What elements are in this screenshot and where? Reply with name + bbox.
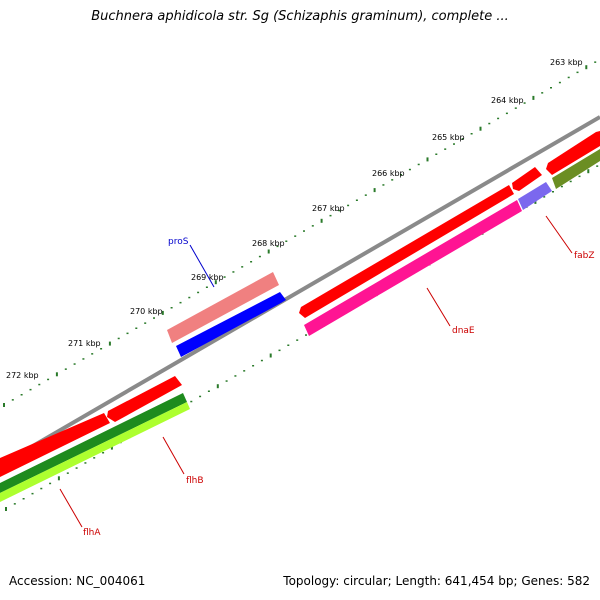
map-title: Buchnera aphidicola str. Sg (Schizaphis …	[91, 9, 509, 24]
tick-label-268: 268 kbp	[252, 239, 285, 248]
gene-arrow-blue[interactable]	[176, 292, 286, 357]
flhb-leader	[162, 436, 185, 475]
tick-label-266: 266 kbp	[372, 169, 405, 178]
tick-label-264: 264 kbp	[491, 96, 524, 105]
gene-block-salmon[interactable]	[167, 272, 279, 343]
gene-arrow-red-1[interactable]	[546, 131, 600, 175]
tick-label-272: 272 kbp	[6, 371, 39, 380]
gene-arrow-red-2[interactable]	[512, 167, 542, 191]
tick-labels: 263 kbp 264 kbp 265 kbp 266 kbp 267 kbp …	[6, 58, 583, 380]
gene-label-flha[interactable]: flhA	[83, 528, 101, 538]
gene-block-magenta-dnae[interactable]	[304, 200, 522, 336]
tick-label-265: 265 kbp	[432, 133, 465, 142]
tick-label-270: 270 kbp	[130, 307, 163, 316]
fabz-leader	[545, 215, 573, 254]
tick-label-271: 271 kbp	[68, 339, 101, 348]
tick-label-267: 267 kbp	[312, 204, 345, 213]
topology-summary: Topology: circular; Length: 641,454 bp; …	[283, 574, 590, 588]
gene-labels: fabZ dnaE proS flhB flhA	[83, 237, 595, 538]
gene-features	[0, 131, 600, 502]
gene-block-yellowgreen-flha[interactable]	[0, 402, 190, 502]
label-leaders	[59, 215, 573, 528]
genome-backbone	[0, 115, 600, 467]
gene-block-red-4[interactable]	[0, 413, 110, 477]
dnae-leader	[426, 287, 451, 327]
accession-text: Accession: NC_004061	[9, 574, 146, 588]
gene-block-olive[interactable]	[552, 149, 600, 189]
tick-label-263: 263 kbp	[550, 58, 583, 67]
gene-label-flhb[interactable]: flhB	[186, 476, 204, 486]
gene-arrow-red-dnae[interactable]	[299, 185, 514, 318]
gene-block-purple[interactable]	[518, 182, 552, 210]
tick-label-269: 269 kbp	[191, 273, 224, 282]
gene-arrow-red-3[interactable]	[107, 376, 182, 422]
gene-label-dnae[interactable]: dnaE	[452, 326, 475, 336]
gene-block-green-flhb[interactable]	[0, 393, 187, 493]
pros-leader	[189, 244, 215, 288]
flha-leader	[59, 488, 83, 528]
gene-label-pros[interactable]: proS	[168, 237, 189, 247]
gene-label-fabz[interactable]: fabZ	[574, 251, 595, 261]
